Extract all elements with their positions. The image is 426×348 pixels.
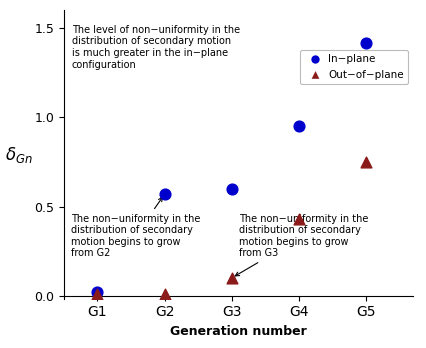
Text: The non−uniformity in the
distribution of secondary
motion begins to grow
from G: The non−uniformity in the distribution o… bbox=[71, 197, 200, 259]
Point bbox=[228, 186, 235, 191]
Text: The non−uniformity in the
distribution of secondary
motion begins to grow
from G: The non−uniformity in the distribution o… bbox=[235, 214, 368, 276]
Text: The level of non−uniformity in the
distribution of secondary motion
is much grea: The level of non−uniformity in the distr… bbox=[72, 25, 240, 70]
Point bbox=[94, 290, 101, 295]
Point bbox=[296, 216, 302, 222]
Point bbox=[228, 275, 235, 281]
Point bbox=[161, 291, 168, 297]
Point bbox=[363, 159, 370, 165]
Point bbox=[363, 40, 370, 45]
Point bbox=[94, 291, 101, 297]
X-axis label: Generation number: Generation number bbox=[170, 325, 307, 338]
Text: $\delta_{Gn}$: $\delta_{Gn}$ bbox=[5, 145, 32, 165]
Point bbox=[161, 191, 168, 197]
Point bbox=[296, 124, 302, 129]
Legend: In−plane, Out−of−plane: In−plane, Out−of−plane bbox=[300, 50, 408, 84]
